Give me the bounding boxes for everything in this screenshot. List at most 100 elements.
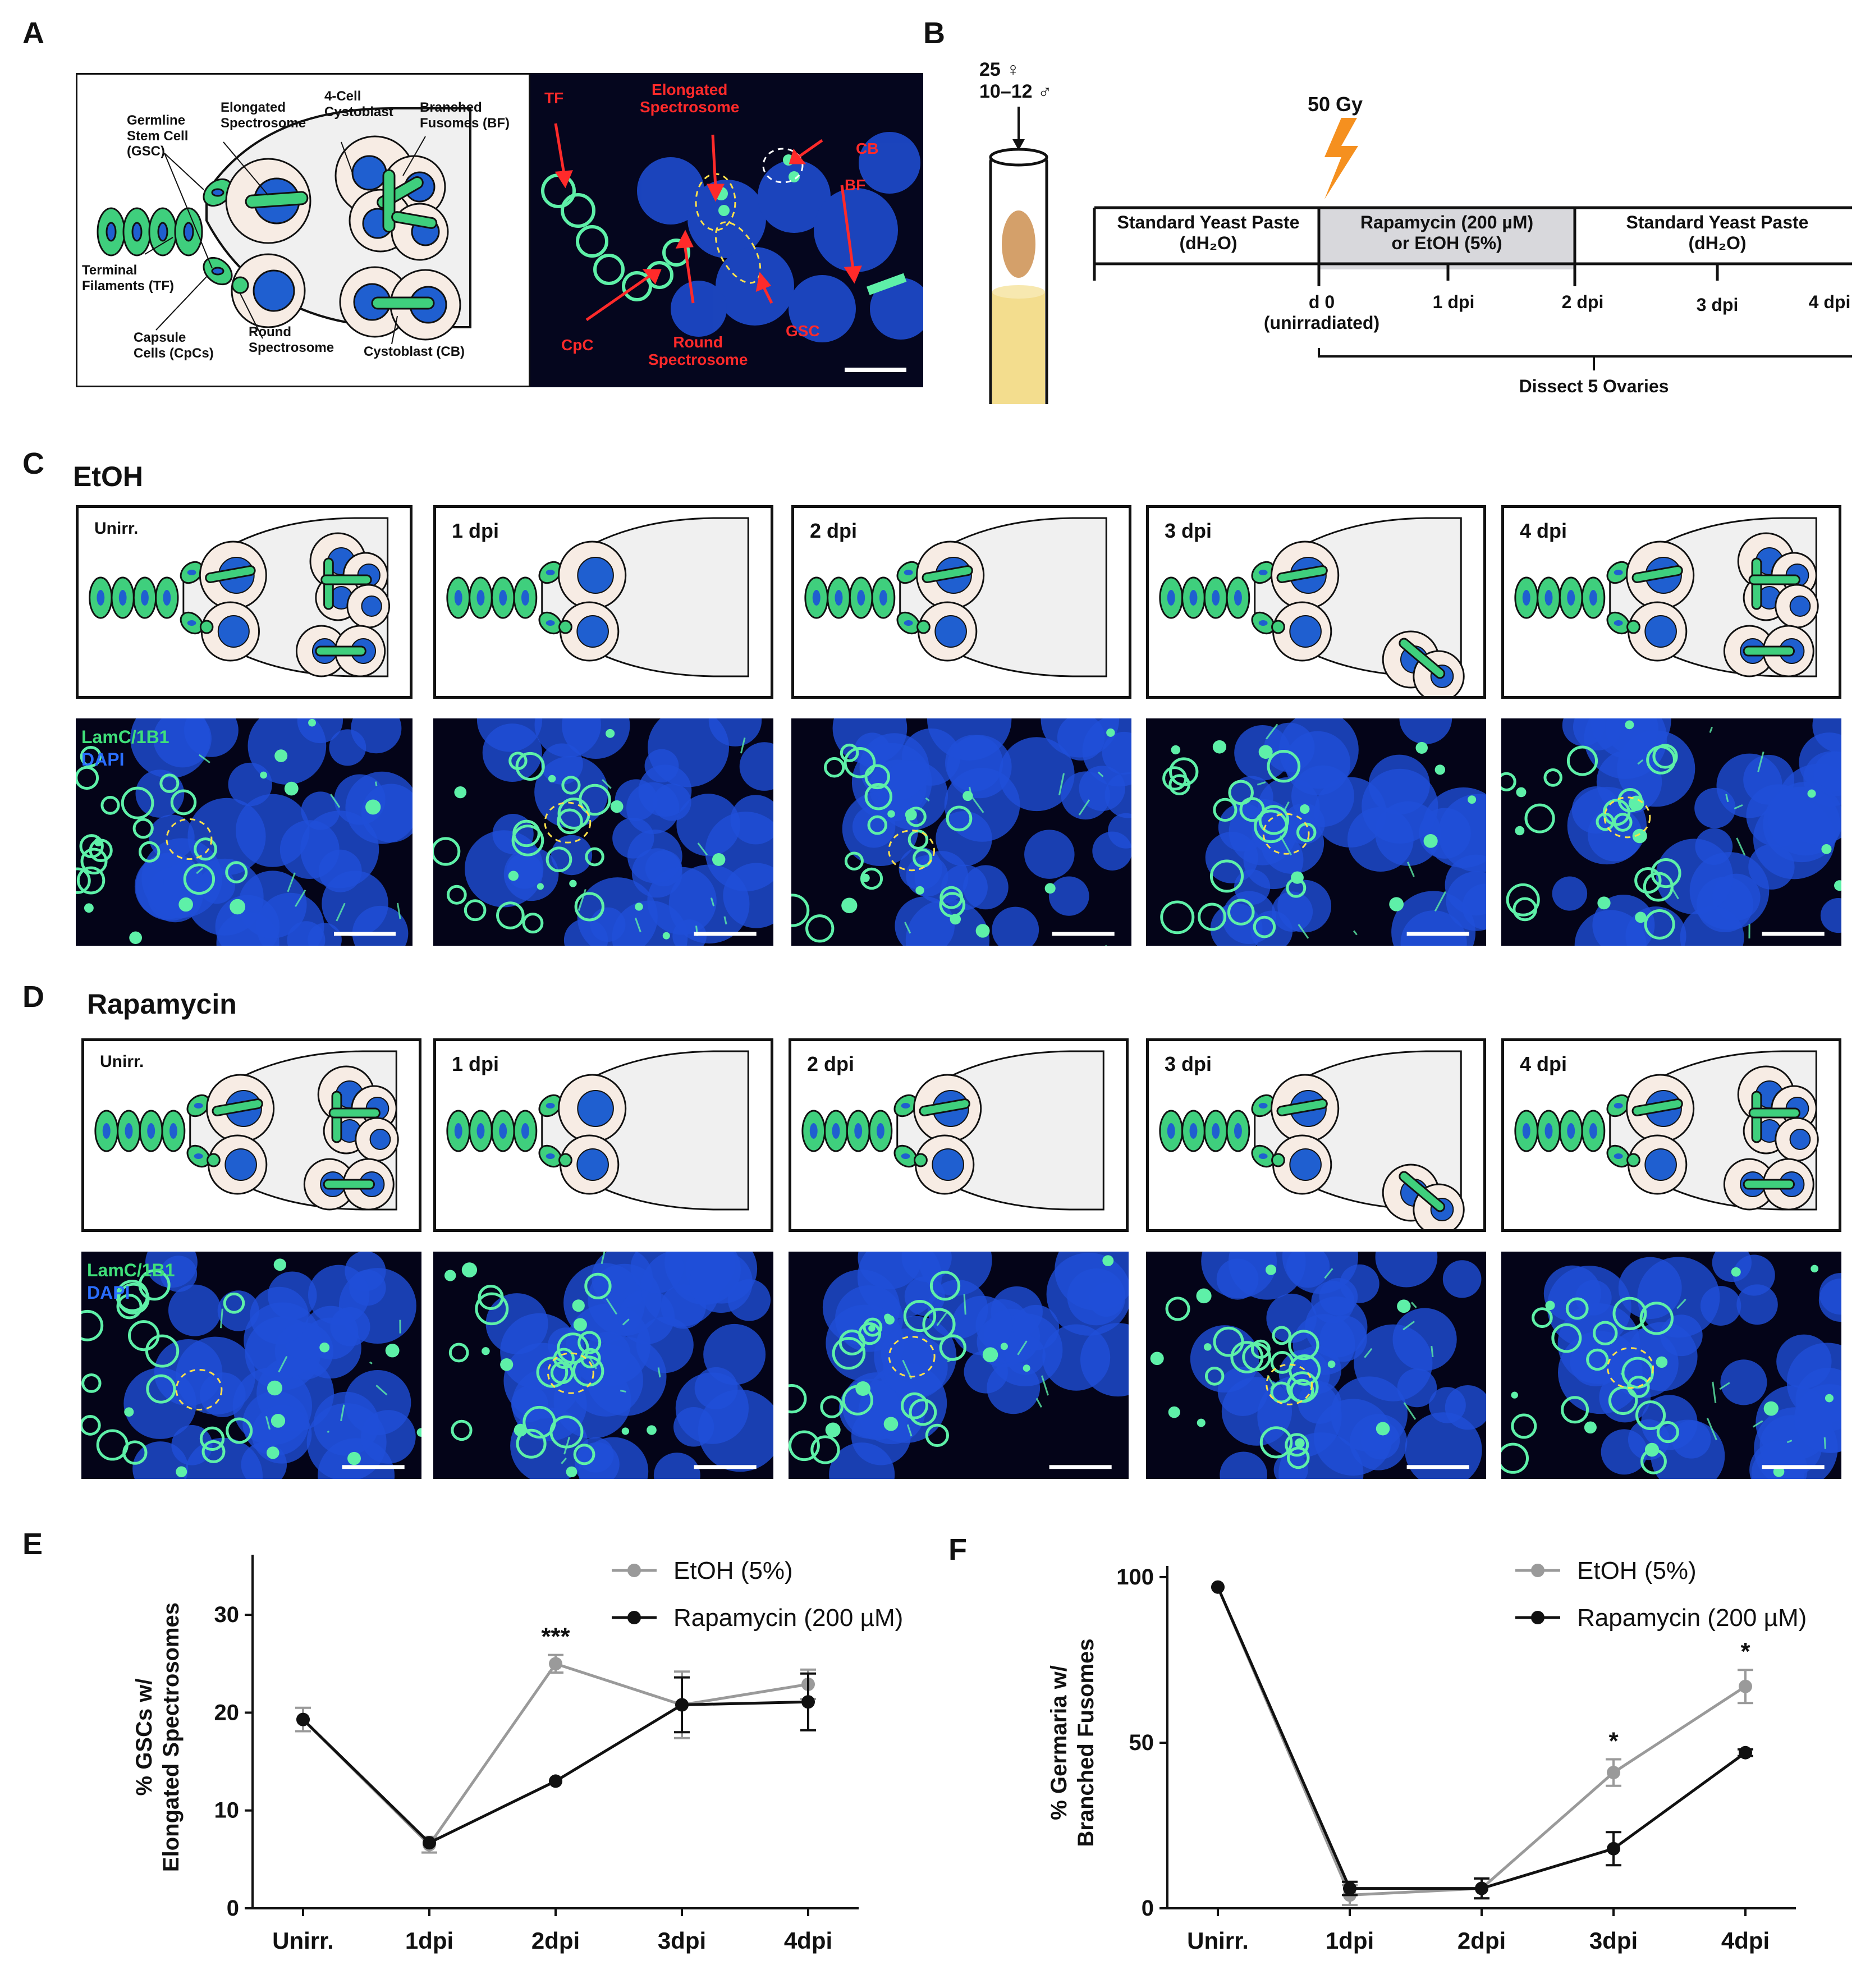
y-tick-label: 10 <box>214 1798 240 1823</box>
legend-entry-0: EtOH (5%) <box>1515 1557 1697 1584</box>
stain-label-dapi: DAPI <box>87 1282 130 1303</box>
micrograph-image <box>1501 718 1841 946</box>
timeline-diagram <box>989 107 1852 404</box>
series-0 <box>295 1653 816 1854</box>
label-capsule-cells: Capsule Cells (CpCs) <box>134 330 214 361</box>
timeline-segment-standard-1: Standard Yeast Paste (dH₂O) <box>1117 212 1300 253</box>
stain-label-lamc: LamC/1B1 <box>87 1260 175 1280</box>
micrograph-rowD-4 <box>1501 1252 1841 1479</box>
micrograph-rowD-3 <box>1146 1252 1486 1479</box>
micrograph-rowD-2 <box>789 1252 1129 1479</box>
micrograph-a: TF Elongated Spectrosome CB BF CpC Round… <box>530 73 923 387</box>
micrograph-image <box>791 718 1131 946</box>
micro-label-gsc: GSC <box>786 322 820 340</box>
timeline-tick-d0: d 0 (unirradiated) <box>1263 292 1380 333</box>
legend-entry-0: EtOH (5%) <box>612 1557 793 1584</box>
panel-label-a: A <box>22 16 44 50</box>
micrograph-image <box>76 718 412 946</box>
axes <box>245 1555 859 1916</box>
x-tick-label: 1dpi <box>405 1927 453 1954</box>
svg-text:EtOH (5%): EtOH (5%) <box>673 1557 793 1584</box>
timepoint-label-3: 3 dpi <box>1165 1052 1212 1075</box>
germarium-schematic <box>89 517 391 677</box>
schematic-rowC-1: 1 dpi <box>433 505 773 699</box>
schematic-rowC-3: 3 dpi <box>1146 505 1486 703</box>
schematic-rowD-1: 1 dpi <box>433 1038 773 1232</box>
legend-entry-1: Rapamycin (200 µM) <box>1515 1604 1807 1632</box>
chart-f: 0 50 100 Unirr. 1dpi 2dpi 3dpi 4dpi % Germaria w… <box>1047 1557 1807 1954</box>
legend-entry-1: Rapamycin (200 µM) <box>612 1604 903 1632</box>
germarium-schematic <box>804 517 1107 677</box>
data-point <box>1211 1580 1225 1594</box>
x-tick-label: 4dpi <box>1721 1927 1770 1954</box>
series-1 <box>1211 1580 1753 1900</box>
chart-e: 0 10 20 30 Unirr. 1dpi 2dpi 3dpi 4dpi % GSCs w/El… <box>132 1555 903 1954</box>
germarium-schematic <box>1514 517 1819 677</box>
series-1 <box>296 1672 816 1850</box>
dose-label: 50 Gy <box>1308 93 1363 116</box>
significance-annotation: *** <box>541 1623 570 1651</box>
germarium-schematic <box>94 1050 399 1211</box>
dissect-label: Dissect 5 Ovaries <box>1519 376 1669 396</box>
schematic-rowD-2: 2 dpi <box>789 1038 1129 1232</box>
timeline-tick-2dpi: 2 dpi <box>1561 292 1604 312</box>
y-tick-label: 0 <box>227 1896 239 1921</box>
micrograph-rowC-0: LamC/1B1 DAPI <box>76 718 412 946</box>
y-tick-label: 50 <box>1129 1730 1154 1755</box>
timeline-segment-standard-2: Standard Yeast Paste (dH₂O) <box>1626 212 1809 253</box>
schematic-germarium-a: Germline Stem Cell (GSC) Elongated Spect… <box>76 73 530 387</box>
label-4-cell-cystoblast: 4-Cell Cystoblast <box>324 89 393 120</box>
x-tick-label: 4dpi <box>784 1927 832 1954</box>
panel-label-e: E <box>22 1527 43 1561</box>
y-tick-label: 0 <box>1142 1896 1154 1921</box>
row-title-etoh: EtOH <box>73 461 143 492</box>
data-point <box>549 1774 562 1788</box>
data-point <box>1739 1746 1752 1760</box>
timepoint-label-4: 4 dpi <box>1520 1052 1567 1075</box>
panel-label-b: B <box>923 16 945 50</box>
stain-label-dapi: DAPI <box>81 749 125 769</box>
y-axis-label: Elongated Spectrosomes <box>159 1602 184 1872</box>
stain-label-lamc: LamC/1B1 <box>81 727 169 747</box>
schematic-rowC-4: 4 dpi <box>1501 505 1841 699</box>
label-gsc: Germline Stem Cell (GSC) <box>127 113 189 159</box>
germarium-schematic <box>446 1050 749 1211</box>
micro-label-elongated: Elongated Spectrosome <box>640 81 740 116</box>
schematic-rowC-2: 2 dpi <box>791 505 1131 699</box>
significance-annotation: * <box>1740 1638 1750 1665</box>
germarium-schematic <box>1514 1050 1819 1211</box>
micro-label-round: Round Spectrosome <box>648 333 748 368</box>
axes <box>1159 1566 1796 1916</box>
timeline-tick-3dpi: 3 dpi <box>1696 295 1739 315</box>
micrograph-rowC-3 <box>1146 718 1486 946</box>
micro-label-cb: CB <box>856 140 879 157</box>
timepoint-label-4: 4 dpi <box>1520 519 1567 542</box>
data-point <box>1343 1881 1356 1895</box>
timeline-segment-treatment: Rapamycin (200 µM) or EtOH (5%) <box>1360 212 1534 253</box>
germarium-diagram <box>97 107 471 345</box>
data-point <box>1607 1766 1620 1780</box>
row-title-rapamycin: Rapamycin <box>87 988 237 1020</box>
svg-text:EtOH (5%): EtOH (5%) <box>1577 1557 1697 1584</box>
micro-label-cpc: CpC <box>561 336 594 354</box>
timeline-tick-4dpi: 4 dpi <box>1808 292 1851 312</box>
panel-label-f: F <box>948 1533 967 1566</box>
data-point <box>549 1657 562 1671</box>
micrograph-image <box>1146 1252 1486 1479</box>
germarium-schematic <box>1159 1050 1465 1236</box>
y-tick-label: 20 <box>214 1700 240 1725</box>
x-tick-label: 1dpi <box>1326 1927 1374 1954</box>
timepoint-label-1: 1 dpi <box>452 519 499 542</box>
y-axis-label: Branched Fusomes <box>1074 1638 1098 1847</box>
data-point <box>423 1836 436 1850</box>
micro-label-tf: TF <box>544 89 564 107</box>
timepoint-label-2: 2 dpi <box>810 519 858 542</box>
schematic-rowD-0: Unirr. <box>81 1038 421 1232</box>
micro-label-bf: BF <box>845 176 866 194</box>
significance-annotation: * <box>1608 1728 1619 1755</box>
y-axis-label: % Germaria w/ <box>1047 1665 1071 1820</box>
germarium-schematic <box>446 517 749 677</box>
series-line <box>302 1700 809 1845</box>
panel-label-d: D <box>22 980 44 1014</box>
label-cystoblast: Cystoblast (CB) <box>364 344 465 359</box>
